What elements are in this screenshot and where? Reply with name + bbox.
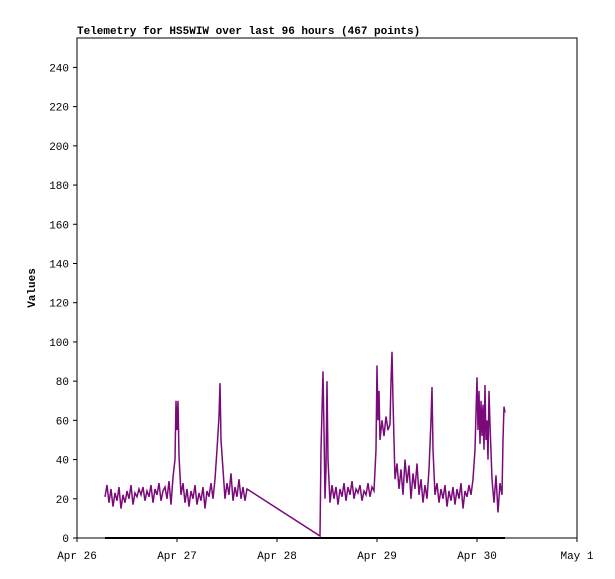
y-tick-label: 0: [62, 534, 69, 546]
data-line: [104, 351, 506, 538]
y-tick-label: 140: [49, 259, 69, 271]
y-tick-label: 160: [49, 220, 69, 232]
x-tick-label: Apr 28: [257, 551, 297, 563]
y-tick-label: 60: [56, 416, 69, 428]
x-tick-label: Apr 29: [357, 551, 397, 563]
y-tick-label: 100: [49, 338, 69, 350]
x-tick-label: May 1: [560, 551, 593, 563]
x-tick-label: Apr 26: [57, 551, 97, 563]
y-tick-label: 180: [49, 181, 69, 193]
x-tick-label: Apr 30: [457, 551, 497, 563]
y-axis-label: Values: [27, 268, 39, 308]
y-tick-label: 240: [49, 63, 69, 75]
y-tick-label: 40: [56, 456, 69, 468]
y-tick-label: 120: [49, 299, 69, 311]
y-tick-label: 20: [56, 495, 69, 507]
y-tick-label: 220: [49, 103, 69, 115]
y-tick-label: 200: [49, 142, 69, 154]
y-tick-label: 80: [56, 377, 69, 389]
x-tick-label: Apr 27: [157, 551, 197, 563]
chart-title: Telemetry for HS5WIW over last 96 hours …: [77, 26, 420, 38]
